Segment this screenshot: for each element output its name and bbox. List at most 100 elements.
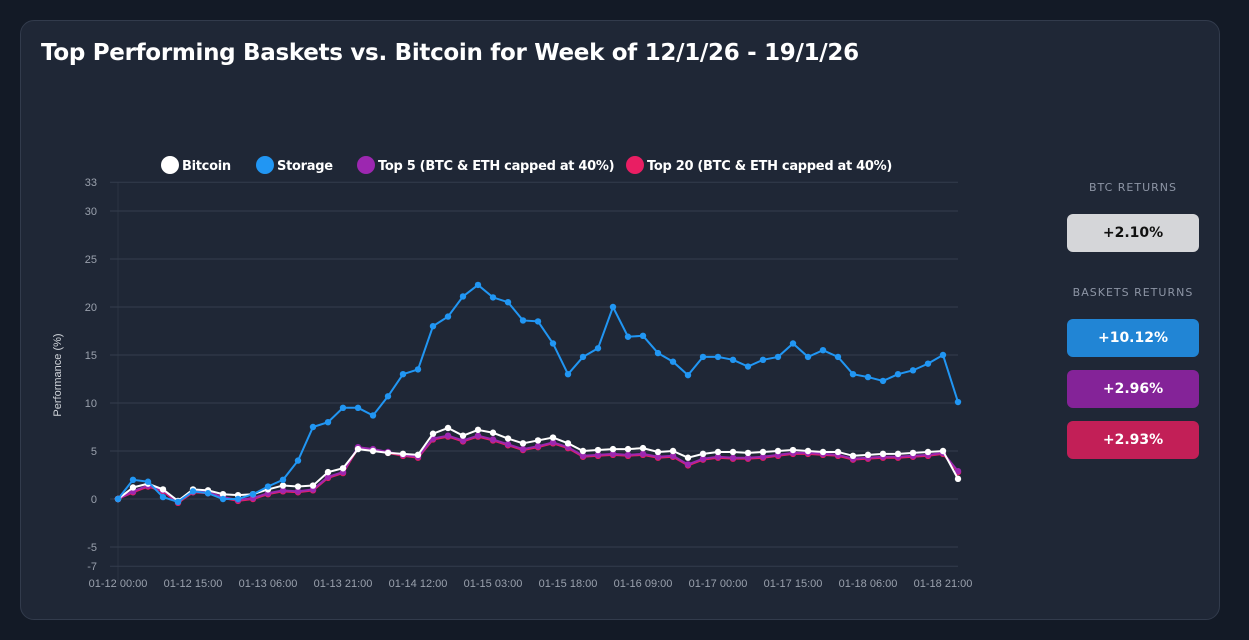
data-point [279,482,287,489]
data-point [879,377,887,385]
data-point [684,454,692,461]
data-point [744,454,752,461]
data-point [339,465,347,472]
data-point [699,450,707,458]
x-tick-label: 01-12 15:00 [164,578,223,590]
data-point [639,444,647,452]
data-point [279,487,287,494]
data-point [459,293,467,300]
data-point [864,373,872,381]
data-point [624,451,632,459]
data-point [189,488,197,495]
data-point [609,450,617,458]
data-point [534,437,542,444]
legend-marker-icon [626,156,644,174]
data-point [729,454,737,461]
legend-marker-icon [256,156,274,174]
data-point [309,423,317,431]
y-tick-label: -5 [87,542,97,554]
data-point [744,449,752,457]
data-point [954,475,962,483]
data-point [789,340,797,347]
data-point [834,353,842,361]
data-point [594,451,602,459]
data-point [774,447,782,455]
data-point [624,333,632,340]
data-point [339,404,347,411]
data-point [459,437,467,444]
data-point [294,457,302,464]
data-point [489,436,497,443]
data-point [609,303,617,311]
data-point [504,435,512,442]
x-tick-label: 01-12 00:00 [89,578,148,590]
data-point [669,447,677,455]
data-point [144,478,152,485]
data-point [879,450,887,458]
data-point [924,448,932,456]
data-point [474,432,482,439]
data-point [684,461,692,468]
data-point [279,476,287,483]
data-point [324,419,332,426]
data-point [849,371,857,378]
data-point [639,450,647,458]
data-point [114,495,122,503]
legend-marker-icon [357,156,375,174]
y-tick-label: 10 [85,398,97,410]
data-point [534,318,542,325]
data-point [309,482,317,489]
legend-item: Bitcoin [161,156,231,174]
data-point [759,453,767,460]
data-point [489,429,497,436]
btc-returns-label: BTC RETURNS [1088,181,1178,194]
data-point [369,412,377,419]
data-point [384,449,392,457]
x-tick-label: 01-13 06:00 [239,578,298,590]
data-point [579,447,587,455]
data-point [714,353,722,361]
data-point [759,448,767,456]
legend-label: Bitcoin [182,159,231,174]
data-point [579,452,587,459]
data-point [444,432,452,439]
data-point [369,447,377,455]
data-point [549,439,557,446]
legend: Bitcoin Storage Top 5 (BTC & ETH capped at… [161,156,892,174]
x-tick-label: 01-15 18:00 [539,578,598,590]
data-point [159,486,167,493]
data-point [954,467,962,475]
data-point [939,447,947,455]
data-point [219,491,227,498]
data-point [354,445,362,453]
data-point [294,488,302,495]
data-point [609,445,617,453]
data-point [909,367,917,374]
data-point [729,356,737,363]
x-tick-label: 01-17 00:00 [689,578,748,590]
btc-returns-value: +2.10% [1067,214,1199,252]
x-tick-label: 01-16 09:00 [614,578,673,590]
legend-item: Storage [256,156,333,174]
data-point [669,452,677,459]
data-point [894,371,902,378]
x-tick-label: 01-18 21:00 [914,578,973,590]
data-point [444,313,452,320]
data-point [624,445,632,453]
y-tick-label: 15 [85,350,97,362]
data-point [294,483,302,490]
data-point [939,351,947,359]
data-point [819,347,827,354]
data-point [444,424,452,432]
data-point [594,345,602,352]
data-point [534,443,542,450]
data-point [429,430,437,437]
data-point [909,449,917,457]
data-point [924,360,932,367]
y-tick-label: 20 [85,302,97,314]
data-point [249,491,257,498]
legend-label: Top 20 (BTC & ETH capped at 40%) [647,159,892,174]
x-tick-label: 01-13 21:00 [314,578,373,590]
data-point [354,404,362,411]
